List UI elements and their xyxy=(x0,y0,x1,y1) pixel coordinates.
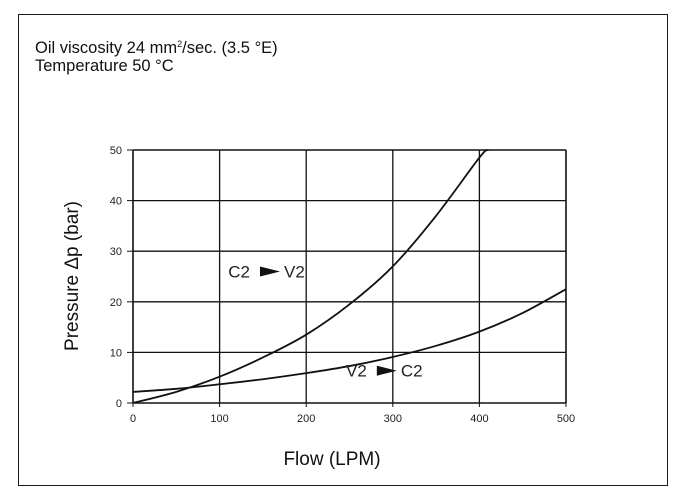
series-line-2 xyxy=(132,288,567,393)
series-label-from: C2 xyxy=(228,263,250,282)
temperature-note: Temperature 50 °C xyxy=(35,57,174,75)
y-tick-label: 10 xyxy=(110,347,122,359)
series-label-from: V2 xyxy=(346,362,367,381)
viscosity-suffix: /sec. (3.5 °E) xyxy=(182,39,278,57)
x-tick-label: 500 xyxy=(557,413,575,425)
viscosity-prefix: Oil viscosity 24 mm xyxy=(35,39,178,57)
x-tick-label: 200 xyxy=(297,413,315,425)
series-lines xyxy=(132,149,567,404)
grid xyxy=(127,149,567,407)
series-arrow-icon xyxy=(376,365,397,376)
series-label-1: C2 V2 xyxy=(228,263,305,282)
viscosity-superscript: 2 xyxy=(177,39,183,49)
x-tick-label: 0 xyxy=(130,413,136,425)
x-tick-label: 400 xyxy=(470,413,488,425)
y-tick-label: 30 xyxy=(110,246,122,258)
series-arrow-icon xyxy=(259,266,280,277)
series-label-to: V2 xyxy=(284,263,305,282)
chart-frame xyxy=(18,14,668,486)
x-axis-title: Flow (LPM) xyxy=(283,449,380,470)
y-tick-label: 50 xyxy=(110,145,122,157)
y-axis-title: Pressure Δp (bar) xyxy=(62,201,83,351)
y-tick-label: 40 xyxy=(110,196,122,208)
series-label-2: V2 C2 xyxy=(346,362,423,381)
series-line-1 xyxy=(132,149,489,404)
x-tick-label: 100 xyxy=(210,413,228,425)
y-tick-label: 0 xyxy=(116,398,122,410)
x-tick-label: 300 xyxy=(384,413,402,425)
series-labels: C2 V2 V2 C2 xyxy=(228,263,422,381)
tick-labels: 0 100 200 300 400 500 0 10 20 30 40 50 xyxy=(110,145,575,425)
y-tick-label: 20 xyxy=(110,297,122,309)
series-label-to: C2 xyxy=(401,362,423,381)
viscosity-note: Oil viscosity 24 mm2/sec. (3.5 °E) xyxy=(35,34,278,58)
